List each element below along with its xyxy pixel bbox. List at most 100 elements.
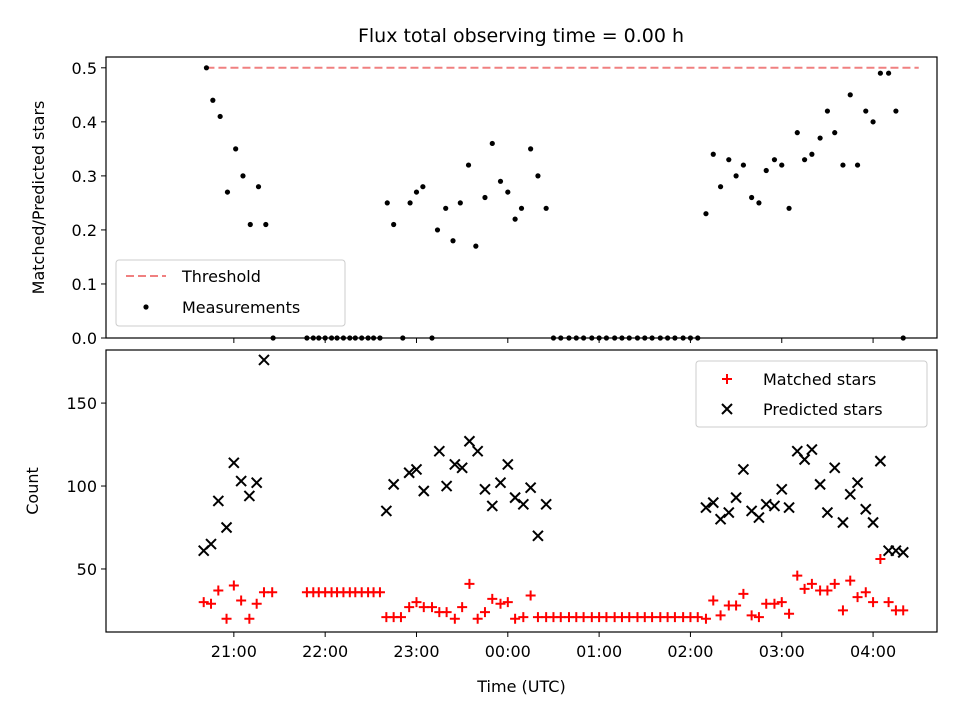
predicted-star-point [243, 490, 256, 502]
matched-star-point [776, 597, 787, 608]
legend-threshold-label: Threshold [181, 267, 261, 286]
measurement-point [580, 335, 587, 341]
matched-star-point [792, 570, 803, 581]
measurement-point [359, 335, 365, 341]
measurement-point [217, 113, 223, 120]
measurement-point [854, 162, 861, 168]
predicted-star-point [707, 496, 719, 509]
measurement-point [391, 221, 397, 228]
measurement-point [558, 335, 564, 341]
measurement-point [573, 335, 579, 341]
predicted-star-point [867, 516, 879, 529]
measurement-point [443, 205, 449, 211]
measurement-point [763, 167, 769, 174]
measurement-point [801, 157, 808, 163]
measurement-point [255, 184, 262, 190]
measurement-point [543, 205, 549, 211]
measurement-point [434, 227, 441, 233]
measurement-point [794, 130, 800, 136]
measurement-point [465, 162, 472, 168]
measurement-point [413, 189, 420, 195]
predicted-star-point [540, 498, 552, 510]
top-y-tick-label: 0.3 [72, 167, 97, 186]
measurement-point [340, 335, 347, 341]
predicted-star-point [456, 462, 468, 474]
measurement-point [528, 146, 534, 152]
measurement-point [680, 335, 686, 341]
measurement-point [457, 200, 463, 206]
predicted-star-point [205, 538, 217, 550]
matched-star-point [700, 613, 711, 624]
predicted-star-point [821, 506, 834, 519]
matched-star-point [495, 598, 506, 609]
measurement-point [535, 173, 541, 179]
matched-star-point [875, 554, 886, 565]
predicted-star-point [418, 485, 430, 497]
matched-star-point [411, 597, 422, 608]
matched-star-point [228, 580, 239, 591]
top-y-tick-label: 0.5 [72, 59, 97, 78]
measurement-point [550, 335, 557, 341]
bottom-y-tick-label: 150 [66, 394, 97, 413]
predicted-star-point [509, 491, 521, 504]
measurement-point [497, 178, 504, 184]
legend-matched-label: Matched stars [763, 370, 876, 389]
measurement-point [740, 162, 747, 168]
predicted-star-point [403, 467, 415, 479]
measurement-point [365, 335, 371, 341]
matched-star-point [441, 607, 452, 618]
measurement-point [779, 162, 785, 168]
matched-star-point [784, 608, 795, 619]
predicted-star-point [212, 495, 225, 507]
predicted-star-point [783, 501, 795, 514]
measurement-point [847, 92, 853, 98]
predicted-star-point [723, 506, 735, 519]
predicted-star-point [517, 498, 530, 510]
measurement-point [634, 335, 641, 341]
measurement-point [817, 135, 823, 141]
top-y-tick-label: 0.1 [72, 275, 97, 294]
matched-star-point [731, 600, 742, 611]
matched-star-point [852, 592, 863, 603]
measurement-point [687, 335, 694, 341]
matched-star-point [457, 602, 468, 613]
predicted-star-point [410, 463, 423, 476]
predicted-star-point [814, 478, 826, 491]
predicted-star-point [874, 455, 887, 467]
x-axis-label: Time (UTC) [476, 677, 565, 696]
measurement-point [786, 205, 792, 211]
measurement-point [840, 162, 846, 168]
measurement-point [642, 335, 648, 341]
measurement-point [203, 65, 210, 71]
predicted-star-point [829, 462, 841, 474]
matched-star-point [479, 607, 490, 618]
measurement-point [263, 221, 269, 228]
predicted-star-point [806, 443, 818, 456]
bottom-x-tick-label: 22:00 [302, 642, 348, 661]
predicted-star-point [532, 530, 544, 542]
measurement-point [384, 200, 390, 206]
matched-star-point [236, 595, 247, 606]
measurement-point [450, 238, 456, 244]
measurement-point [657, 335, 663, 341]
measurement-point [429, 335, 435, 341]
bottom-y-tick-label: 100 [66, 477, 97, 496]
bottom-legend-box [695, 360, 928, 428]
predicted-star-point [730, 491, 742, 504]
matched-star-point [374, 587, 385, 598]
measurement-point [505, 189, 511, 195]
measurement-point [316, 335, 322, 341]
matched-star-point [753, 612, 764, 623]
measurement-point [832, 130, 838, 136]
measurement-point [473, 243, 479, 249]
measurement-point [612, 335, 618, 341]
measurement-point [649, 335, 655, 341]
predicted-star-point [776, 483, 788, 496]
predicted-star-point [753, 511, 765, 524]
predicted-star-point [700, 501, 712, 514]
bottom-x-tick-label: 02:00 [667, 642, 713, 661]
measurement-point [224, 189, 231, 195]
predicted-star-point [714, 513, 727, 525]
chart-title: Flux total observing time = 0.00 h [358, 25, 684, 47]
measurement-point [771, 157, 778, 163]
